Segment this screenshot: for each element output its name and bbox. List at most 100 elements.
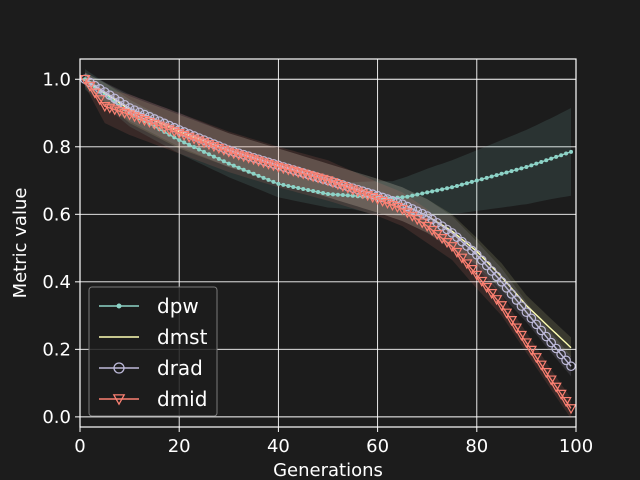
drad-point [90, 80, 100, 91]
dpw-point [484, 175, 489, 180]
dpw-point [544, 158, 549, 163]
legend-dpw-marker [116, 303, 122, 309]
dpw-point [519, 166, 524, 171]
dmid-point [525, 345, 537, 356]
plot-frame [79, 58, 577, 428]
dpw-point [350, 193, 355, 198]
dmid-point [371, 194, 384, 205]
legend-dmid-marker [112, 394, 126, 406]
drad-point [531, 319, 542, 330]
dpw-point [504, 170, 509, 175]
drad-point [427, 214, 437, 225]
dmid-point [451, 247, 463, 258]
dmid-band [85, 72, 571, 419]
drad-point [471, 250, 482, 260]
dmid-point [84, 81, 96, 92]
dpw-point [494, 173, 499, 178]
legend-drad-label: drad [157, 356, 203, 380]
dpw-point [499, 171, 504, 176]
legend-dmid-label: dmid [157, 387, 207, 411]
dmid-point [555, 389, 567, 400]
dmid-point [461, 259, 473, 270]
dmid-point [486, 289, 498, 300]
dmid-point [520, 338, 533, 349]
dpw-point [454, 183, 459, 188]
dmid-point [500, 308, 513, 319]
dpw-point [231, 163, 236, 168]
dpw-point [554, 154, 559, 159]
dpw-point [316, 190, 321, 195]
dpw-point [321, 191, 326, 196]
dpw-point [326, 192, 330, 197]
dpw-point [524, 165, 529, 170]
dmid-point [466, 265, 478, 276]
dpw-point [266, 177, 271, 182]
dpw-point [509, 169, 514, 174]
dpw-point [549, 156, 554, 161]
legend-box [88, 286, 218, 417]
dmid-point [79, 74, 91, 86]
dpw-point [440, 187, 445, 192]
drad-point [417, 208, 428, 219]
x-tick-label: 100 [559, 436, 593, 457]
dpw-point [251, 171, 256, 176]
drad-point [516, 301, 527, 311]
drad-point [551, 343, 561, 354]
dpw-point [445, 186, 450, 191]
dmid-point [416, 218, 428, 229]
x-tick-label: 20 [168, 436, 191, 457]
dpw-point [172, 135, 177, 140]
dpw-point [187, 142, 192, 147]
dmid-point [396, 204, 409, 216]
dpw-point [514, 167, 519, 172]
dmid-point [481, 282, 493, 294]
dpw-point [241, 167, 246, 172]
dpw-point [256, 173, 261, 178]
dpw-point [559, 153, 564, 158]
y-tick-label: 1.0 [42, 69, 71, 90]
drad-point [124, 103, 135, 113]
dpw-point [450, 185, 454, 190]
dpw-band [85, 69, 571, 217]
dpw-point [276, 181, 281, 186]
dmid-point [381, 198, 394, 209]
drad-point [556, 349, 566, 360]
dmid-point [530, 353, 542, 364]
drad-point [481, 260, 492, 271]
dpw-point [425, 190, 430, 195]
dpw-point [529, 163, 534, 168]
dmid-point [386, 200, 399, 212]
dmid-point [89, 88, 101, 99]
dmid-point [94, 95, 106, 106]
dpw-point [420, 191, 425, 196]
dmid-point [535, 360, 547, 371]
drad-point [506, 289, 517, 299]
legend-drad-marker [113, 362, 125, 374]
dpw-point [286, 183, 291, 188]
drad-point [501, 283, 512, 293]
dpw-point [489, 174, 494, 179]
y-tick-label: 0.4 [42, 272, 71, 293]
y-tick-label: 0.2 [42, 339, 71, 360]
x-tick-label: 40 [267, 436, 290, 457]
dpw-point [464, 181, 469, 186]
dmid-point [446, 242, 458, 253]
legend: dpw dmst drad dmid [88, 286, 218, 417]
drad-point [536, 325, 547, 336]
dpw-point [474, 178, 479, 183]
drad-point [526, 313, 537, 324]
x-tick-label: 80 [465, 436, 488, 457]
drad-band [85, 72, 571, 377]
dpw-point [459, 182, 464, 187]
drad-point [476, 255, 487, 266]
dpw-point [206, 152, 211, 157]
dpw-point [236, 165, 241, 170]
dpw-point [301, 186, 306, 191]
dpw-point [281, 182, 286, 187]
series-lines [79, 74, 577, 415]
legend-dmst-label: dmst [157, 325, 208, 349]
drad-point [104, 90, 115, 100]
dpw-point [469, 179, 474, 184]
dpw-point [400, 195, 405, 200]
